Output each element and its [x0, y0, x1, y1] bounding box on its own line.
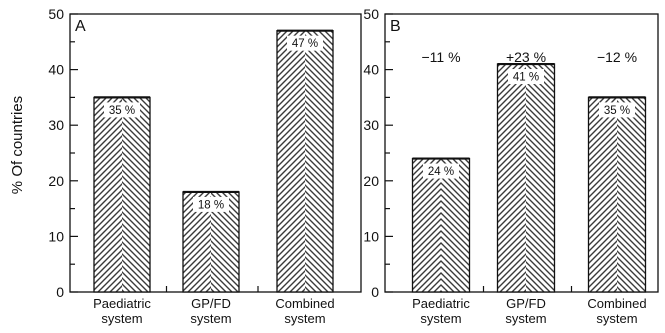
category-label: system [420, 311, 461, 326]
y-tick-label: 30 [48, 117, 64, 133]
data-label-box [508, 69, 544, 85]
y-tick-label: 0 [371, 284, 379, 300]
bar-fill-left [277, 30, 305, 293]
data-label: 24 % [428, 166, 454, 178]
category-label: GP/FD [506, 296, 546, 311]
category-label: Paediatric [412, 296, 470, 311]
bar-fill-left [94, 97, 122, 293]
data-label-box [104, 102, 140, 118]
bar [587, 96, 647, 293]
bar-fill-right [305, 30, 333, 293]
y-tick-label: 0 [56, 284, 64, 300]
y-tick-label: 10 [48, 228, 64, 244]
bar-fill-right [617, 97, 646, 293]
data-label-box [599, 102, 635, 118]
category-label: system [505, 311, 546, 326]
change-label: −12 % [597, 49, 637, 65]
bar-fill-right [122, 97, 150, 293]
data-label-box [193, 196, 229, 212]
panel-letter: B [390, 18, 401, 35]
change-label: +23 % [506, 49, 546, 65]
category-label: system [190, 311, 231, 326]
bar-fill-right [526, 64, 555, 292]
y-tick-label: 40 [48, 62, 64, 78]
bar-fill-left [412, 158, 441, 292]
bar-fill-left [497, 64, 526, 292]
y-tick-label: 20 [48, 173, 64, 189]
y-tick-label: 40 [363, 62, 379, 78]
category-label: system [596, 311, 637, 326]
y-tick-label: 10 [363, 228, 379, 244]
data-label: 35 % [604, 105, 630, 117]
data-label-box [423, 163, 459, 179]
bar [496, 62, 556, 293]
data-label: 41 % [513, 72, 539, 84]
data-label-box [287, 35, 323, 51]
bar [411, 157, 471, 293]
category-label: Combined [587, 296, 646, 311]
y-tick-label: 50 [48, 6, 64, 22]
category-label: system [101, 311, 142, 326]
data-label: 35 % [109, 105, 135, 117]
panel-letter: A [75, 18, 86, 35]
bar [276, 29, 334, 293]
category-label: GP/FD [191, 296, 231, 311]
category-label: Combined [275, 296, 334, 311]
y-tick-label: 30 [363, 117, 379, 133]
category-label: system [284, 311, 325, 326]
category-label: Paediatric [93, 296, 151, 311]
data-label: 18 % [198, 199, 224, 211]
bar-fill-right [441, 158, 470, 292]
change-label: −11 % [421, 49, 460, 65]
y-tick-label: 20 [363, 173, 379, 189]
y-tick-label: 50 [363, 6, 379, 22]
bar-fill-left [588, 97, 617, 293]
bar [93, 96, 151, 293]
data-label: 47 % [292, 38, 318, 50]
y-axis-label: % Of countries [9, 96, 26, 194]
